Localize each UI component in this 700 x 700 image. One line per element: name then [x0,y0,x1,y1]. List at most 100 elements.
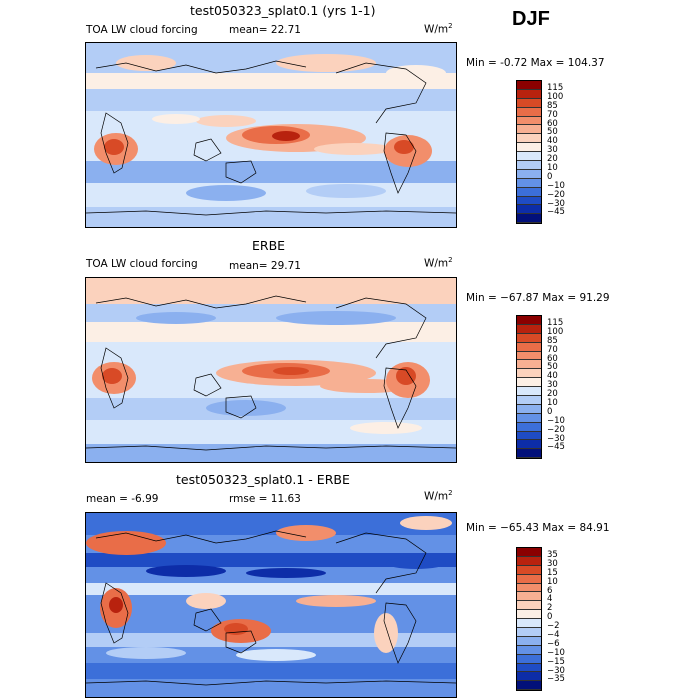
colorbar-label: −20 [547,189,565,200]
colorbar-swatch [517,116,541,126]
panel3-mean-label: mean = [86,493,128,505]
colorbar-label: −6 [547,638,560,649]
panel1-units: W/m2 [424,22,453,36]
colorbar-label: 115 [547,83,564,93]
colorbar-label: −30 [547,665,565,676]
colorbar-label: 35 [547,550,558,560]
panel1-mean-value: 22.71 [270,24,301,36]
colorbar-label: −20 [547,424,565,435]
colorbar-label: −2 [547,621,560,632]
colorbar-swatch [517,214,541,224]
colorbar-swatch [517,440,541,450]
colorbar-swatch [517,369,541,379]
colorbar-label: −10 [547,647,565,658]
colorbar-swatch [517,196,541,206]
panel1-colorbar [516,80,542,225]
colorbar-label: 50 [547,362,558,373]
colorbar-swatch [517,316,541,325]
panel3-colorbar-labels: 35 30 15 10 6 4 2 0 −2 −4 −6 −10 −15 −30 −35 [547,551,565,684]
colorbar-label: 20 [547,389,558,400]
colorbar-label: 30 [547,145,558,156]
colorbar-label: 10 [547,163,558,174]
colorbar-swatch [517,645,541,655]
panel3-rmse: rmse = 11.63 [229,493,301,505]
colorbar-swatch [517,178,541,188]
colorbar-swatch [517,81,541,90]
panel3-mean: mean = -6.99 [86,493,158,505]
panel3-map-svg [86,513,456,697]
colorbar-swatch [517,628,541,637]
colorbar-swatch [517,619,541,629]
colorbar-label: −30 [547,198,565,209]
colorbar-label: −10 [547,415,565,426]
colorbar-label: 10 [547,398,558,409]
colorbar-swatch [517,574,541,584]
panel1-mean: mean= 22.71 [229,24,301,36]
colorbar-swatch [517,413,541,423]
panel3-units: W/m2 [424,489,453,503]
colorbar-label: −45 [547,207,565,218]
colorbar-label: 4 [547,594,553,605]
colorbar-swatch [517,681,541,691]
colorbar-label: −35 [547,674,565,685]
colorbar-swatch [517,396,541,405]
panel1-map [85,42,457,228]
panel2-units-text: W/m [424,257,449,270]
colorbar-label: 70 [547,109,558,120]
colorbar-label: 85 [547,100,558,111]
colorbar-label: 100 [547,326,564,337]
colorbar-label: 40 [547,371,558,382]
panel2-title: ERBE [252,238,286,253]
colorbar-label: 60 [547,353,558,364]
colorbar-swatch [517,556,541,566]
panel3-rmse-label: rmse = [229,493,268,505]
colorbar-swatch [517,360,541,370]
season-label: DJF [512,8,550,30]
colorbar-swatch [517,205,541,215]
colorbar-label: −10 [547,180,565,191]
panel2-colorbar-labels: 115 100 85 70 60 50 40 30 20 10 0 −10 −20 −30 −45 [547,319,565,452]
panel3-map [85,512,457,698]
colorbar-swatch [517,548,541,557]
colorbar-swatch [517,161,541,170]
colorbar-swatch [517,98,541,108]
panel2-units-sup: 2 [448,256,453,264]
colorbar-label: 0 [547,406,553,417]
colorbar-swatch [517,387,541,397]
colorbar-swatch [517,324,541,334]
panel1-colorbar-labels: 115 100 85 70 60 50 40 30 20 10 0 −10 −20 −30 −45 [547,84,565,217]
panel3-title: test050323_splat0.1 - ERBE [176,472,350,487]
colorbar-label: 50 [547,127,558,138]
colorbar-swatch [517,107,541,117]
panel3-units-text: W/m [424,490,449,503]
panel3-minmax: Min = −65.43 Max = 84.91 [466,522,610,534]
colorbar-swatch [517,342,541,352]
panel1-mean-label: mean= [229,24,268,36]
colorbar-label: −15 [547,656,565,667]
panel3-colorbar [516,547,542,692]
panel2-mean-label: mean= [229,260,268,272]
panel3-units-sup: 2 [448,489,453,497]
colorbar-swatch [517,601,541,611]
colorbar-swatch [517,125,541,135]
colorbar-swatch [517,378,541,388]
panel2-map [85,277,457,463]
colorbar-label: 20 [547,154,558,165]
panel1-title: test050323_splat0.1 (yrs 1-1) [190,3,376,18]
panel1-field-label: TOA LW cloud forcing [86,24,198,36]
colorbar-label: 100 [547,91,564,102]
colorbar-label: 40 [547,136,558,147]
panel3-rmse-value: 11.63 [270,493,301,505]
panel2-minmax: Min = −67.87 Max = 91.29 [466,292,610,304]
colorbar-swatch [517,583,541,593]
colorbar-label: 0 [547,612,553,623]
colorbar-swatch [517,152,541,162]
colorbar-swatch [517,663,541,673]
panel2-colorbar [516,315,542,460]
panel1-minmax: Min = -0.72 Max = 104.37 [466,57,605,69]
panel2-mean-value: 29.71 [270,260,301,272]
colorbar-swatch [517,592,541,602]
colorbar-swatch [517,134,541,144]
colorbar-swatch [517,143,541,153]
colorbar-label: 15 [547,567,558,578]
